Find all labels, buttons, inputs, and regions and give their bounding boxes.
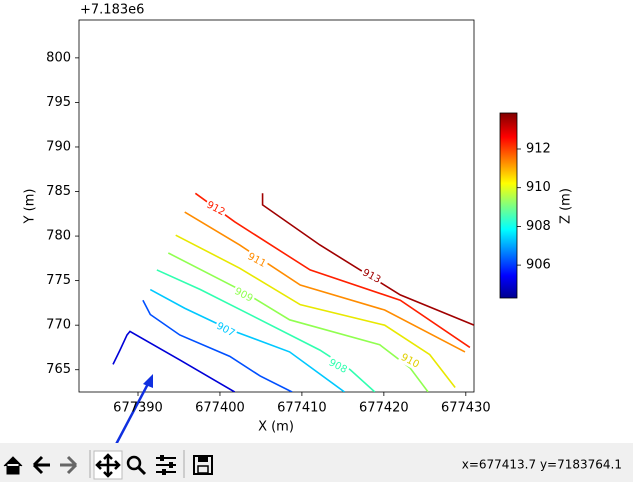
colorbar (499, 112, 518, 299)
contour-label-bg (231, 284, 257, 306)
contour-label-bg (213, 319, 239, 341)
x-axis-label: X (m) (258, 420, 294, 435)
contour-line (261, 193, 474, 326)
contour-line (112, 330, 236, 392)
home-button[interactable] (3, 456, 23, 475)
x-tick-label: 677400 (195, 401, 245, 416)
contour-line (142, 299, 293, 392)
y-tick-label: 800 (46, 50, 71, 65)
colorbar-tick-label: 906 (526, 258, 551, 273)
contour-label-bg (359, 265, 385, 287)
colorbar-tick-label: 912 (526, 141, 551, 156)
y-tick-label: 780 (46, 229, 71, 244)
y-tick-label: 790 (46, 139, 71, 154)
x-tick-label: 677390 (113, 401, 163, 416)
y-axis-label: Y (m) (23, 189, 38, 225)
save-button[interactable] (193, 455, 213, 475)
contour-label-bg (244, 249, 270, 271)
contour-line (156, 269, 376, 392)
offset-text: +7.183e6 (80, 3, 144, 18)
axes-frame (78, 19, 475, 393)
y-tick-label: 775 (46, 273, 71, 288)
zoom-button[interactable] (126, 455, 147, 476)
arrow-head (143, 374, 153, 388)
y-tick-label: 770 (46, 318, 71, 333)
colorbar-tick-label: 908 (526, 219, 551, 234)
contour-line (167, 252, 429, 392)
colorbar-tick-label: 910 (526, 180, 551, 195)
y-tick-label: 765 (46, 362, 71, 377)
y-tick-label: 785 (46, 184, 71, 199)
configure-button[interactable] (156, 455, 176, 475)
status-coordinates: x=677413.7 y=7183764.1 (462, 458, 622, 472)
contour-label-bg (397, 350, 423, 372)
contour-label-bg (203, 197, 229, 219)
pan-button[interactable] (93, 450, 123, 480)
back-button[interactable] (32, 455, 50, 475)
colorbar-label: Z (m) (559, 188, 574, 224)
x-tick-label: 677410 (277, 401, 327, 416)
y-tick-label: 795 (46, 95, 71, 110)
contour-line (184, 211, 466, 353)
contour-label-bg (325, 355, 351, 377)
annotation-arrow (110, 379, 152, 453)
x-tick-label: 677430 (441, 401, 491, 416)
contour-line (175, 234, 456, 389)
x-tick-label: 677420 (359, 401, 409, 416)
forward-button[interactable] (60, 455, 78, 475)
